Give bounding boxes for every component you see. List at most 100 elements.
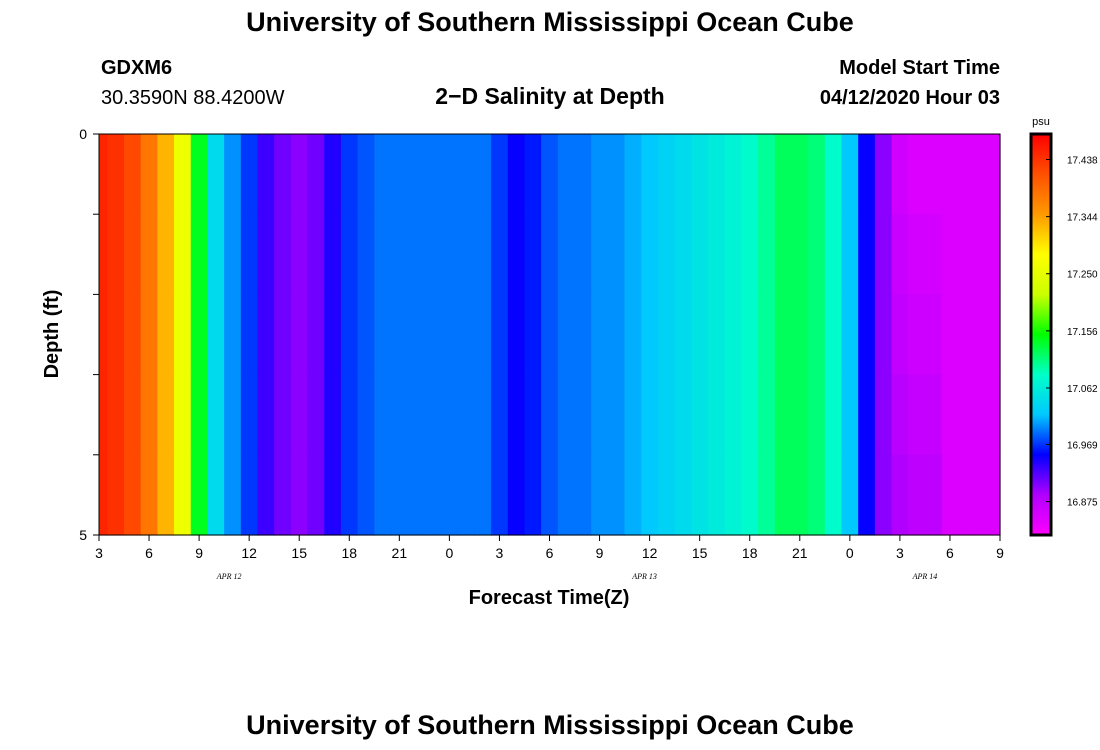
heatmap-cell [908,294,926,376]
heatmap-cell [174,294,192,376]
heatmap-cell [941,294,959,376]
colorbar-unit: psu [1032,116,1050,128]
x-tick-label: 15 [291,545,307,561]
heatmap-cell [207,454,225,536]
heatmap-cell [324,294,342,376]
x-tick-label: 3 [896,545,904,561]
heatmap-cell [607,214,626,295]
heatmap-cell [824,294,843,376]
heatmap-cell [974,134,993,215]
x-tick-label: 18 [742,545,758,561]
heatmap-cell [441,294,459,376]
x-tick-label: 6 [546,545,554,561]
heatmap-cell [541,374,559,456]
heatmap-cell [941,374,959,456]
heatmap-cell [808,454,826,536]
x-tick-label: 9 [195,545,203,561]
heatmap-cell [157,374,175,456]
heatmap-cell [774,214,793,295]
heatmap-cell [591,294,609,376]
heatmap-cell [274,374,292,456]
heatmap-cell [524,374,542,456]
plot-title: 2−D Salinity at Depth [435,83,665,109]
heatmap-cell [257,134,275,215]
heatmap-cell [607,374,626,456]
heatmap-cell [99,454,108,536]
heatmap-cell [107,374,125,456]
heatmap-cell [190,454,209,536]
heatmap-cell [457,454,476,536]
heatmap-cell [641,374,659,456]
heatmap-cell [941,214,959,295]
heatmap-cell [340,134,359,215]
heatmap-cell [741,374,759,456]
heatmap-cell [991,294,1001,376]
x-tick-label: 3 [95,545,103,561]
heatmap-cell [758,294,776,376]
heatmap-cell [207,374,225,456]
heatmap-cell [924,374,943,456]
heatmap-cells [99,134,1001,536]
heatmap-cell [958,214,976,295]
heatmap-cell [240,294,259,376]
heatmap-cell [674,214,692,295]
heatmap-cell [808,294,826,376]
station-id: GDXM6 [101,57,173,79]
heatmap-cell [157,134,175,215]
heatmap-cell [324,134,342,215]
heatmap-cell [507,214,526,295]
heatmap-cell [557,294,576,376]
heatmap-cell [174,454,192,536]
heatmap-cell [691,134,709,215]
heatmap-cell [357,374,375,456]
heatmap-cell [924,454,943,536]
colorbar-tick-label: 16.875 [1067,498,1098,509]
heatmap-cell [507,374,526,456]
heatmap-cell [99,134,108,215]
heatmap-cell [390,374,409,456]
heatmap-cell [791,374,809,456]
heatmap-cell [574,134,592,215]
heatmap-cell [524,454,542,536]
heatmap-cell [340,294,359,376]
heatmap-cell [691,214,709,295]
heatmap-cell [541,214,559,295]
heatmap-cell [641,214,659,295]
heatmap-cell [607,134,626,215]
y-axis: 05 [79,126,99,543]
heatmap-cell [874,134,893,215]
heatmap-cell [874,214,893,295]
heatmap-cell [374,214,392,295]
heatmap-cell [841,294,859,376]
heatmap-cell [407,294,425,376]
colorbar-tick-label: 16.969 [1067,440,1098,451]
heatmap-cell [758,374,776,456]
heatmap-cell [708,214,726,295]
x-tick-label: 6 [946,545,954,561]
heatmap-cell [557,134,576,215]
x-tick-label: 12 [241,545,257,561]
heatmap-cell [841,214,859,295]
heatmap-cell [274,214,292,295]
heatmap-cell [657,134,676,215]
heatmap-cell [724,294,742,376]
heatmap-cell [691,454,709,536]
heatmap-cell [240,214,259,295]
heatmap-cell [290,134,309,215]
model-start-label: Model Start Time [839,57,1000,79]
heatmap-cell [174,134,192,215]
heatmap-cell [641,454,659,536]
heatmap-cell [657,214,676,295]
heatmap-cell [157,294,175,376]
heatmap-cell [891,454,909,536]
heatmap-cell [99,374,108,456]
heatmap-cell [724,374,742,456]
heatmap-cell [157,214,175,295]
heatmap-cell [991,374,1001,456]
heatmap-cell [541,294,559,376]
model-start-value: 04/12/2020 Hour 03 [819,87,1000,109]
heatmap-cell [107,214,125,295]
heatmap-cell [908,454,926,536]
heatmap-cell [557,374,576,456]
heatmap-cell [140,214,158,295]
